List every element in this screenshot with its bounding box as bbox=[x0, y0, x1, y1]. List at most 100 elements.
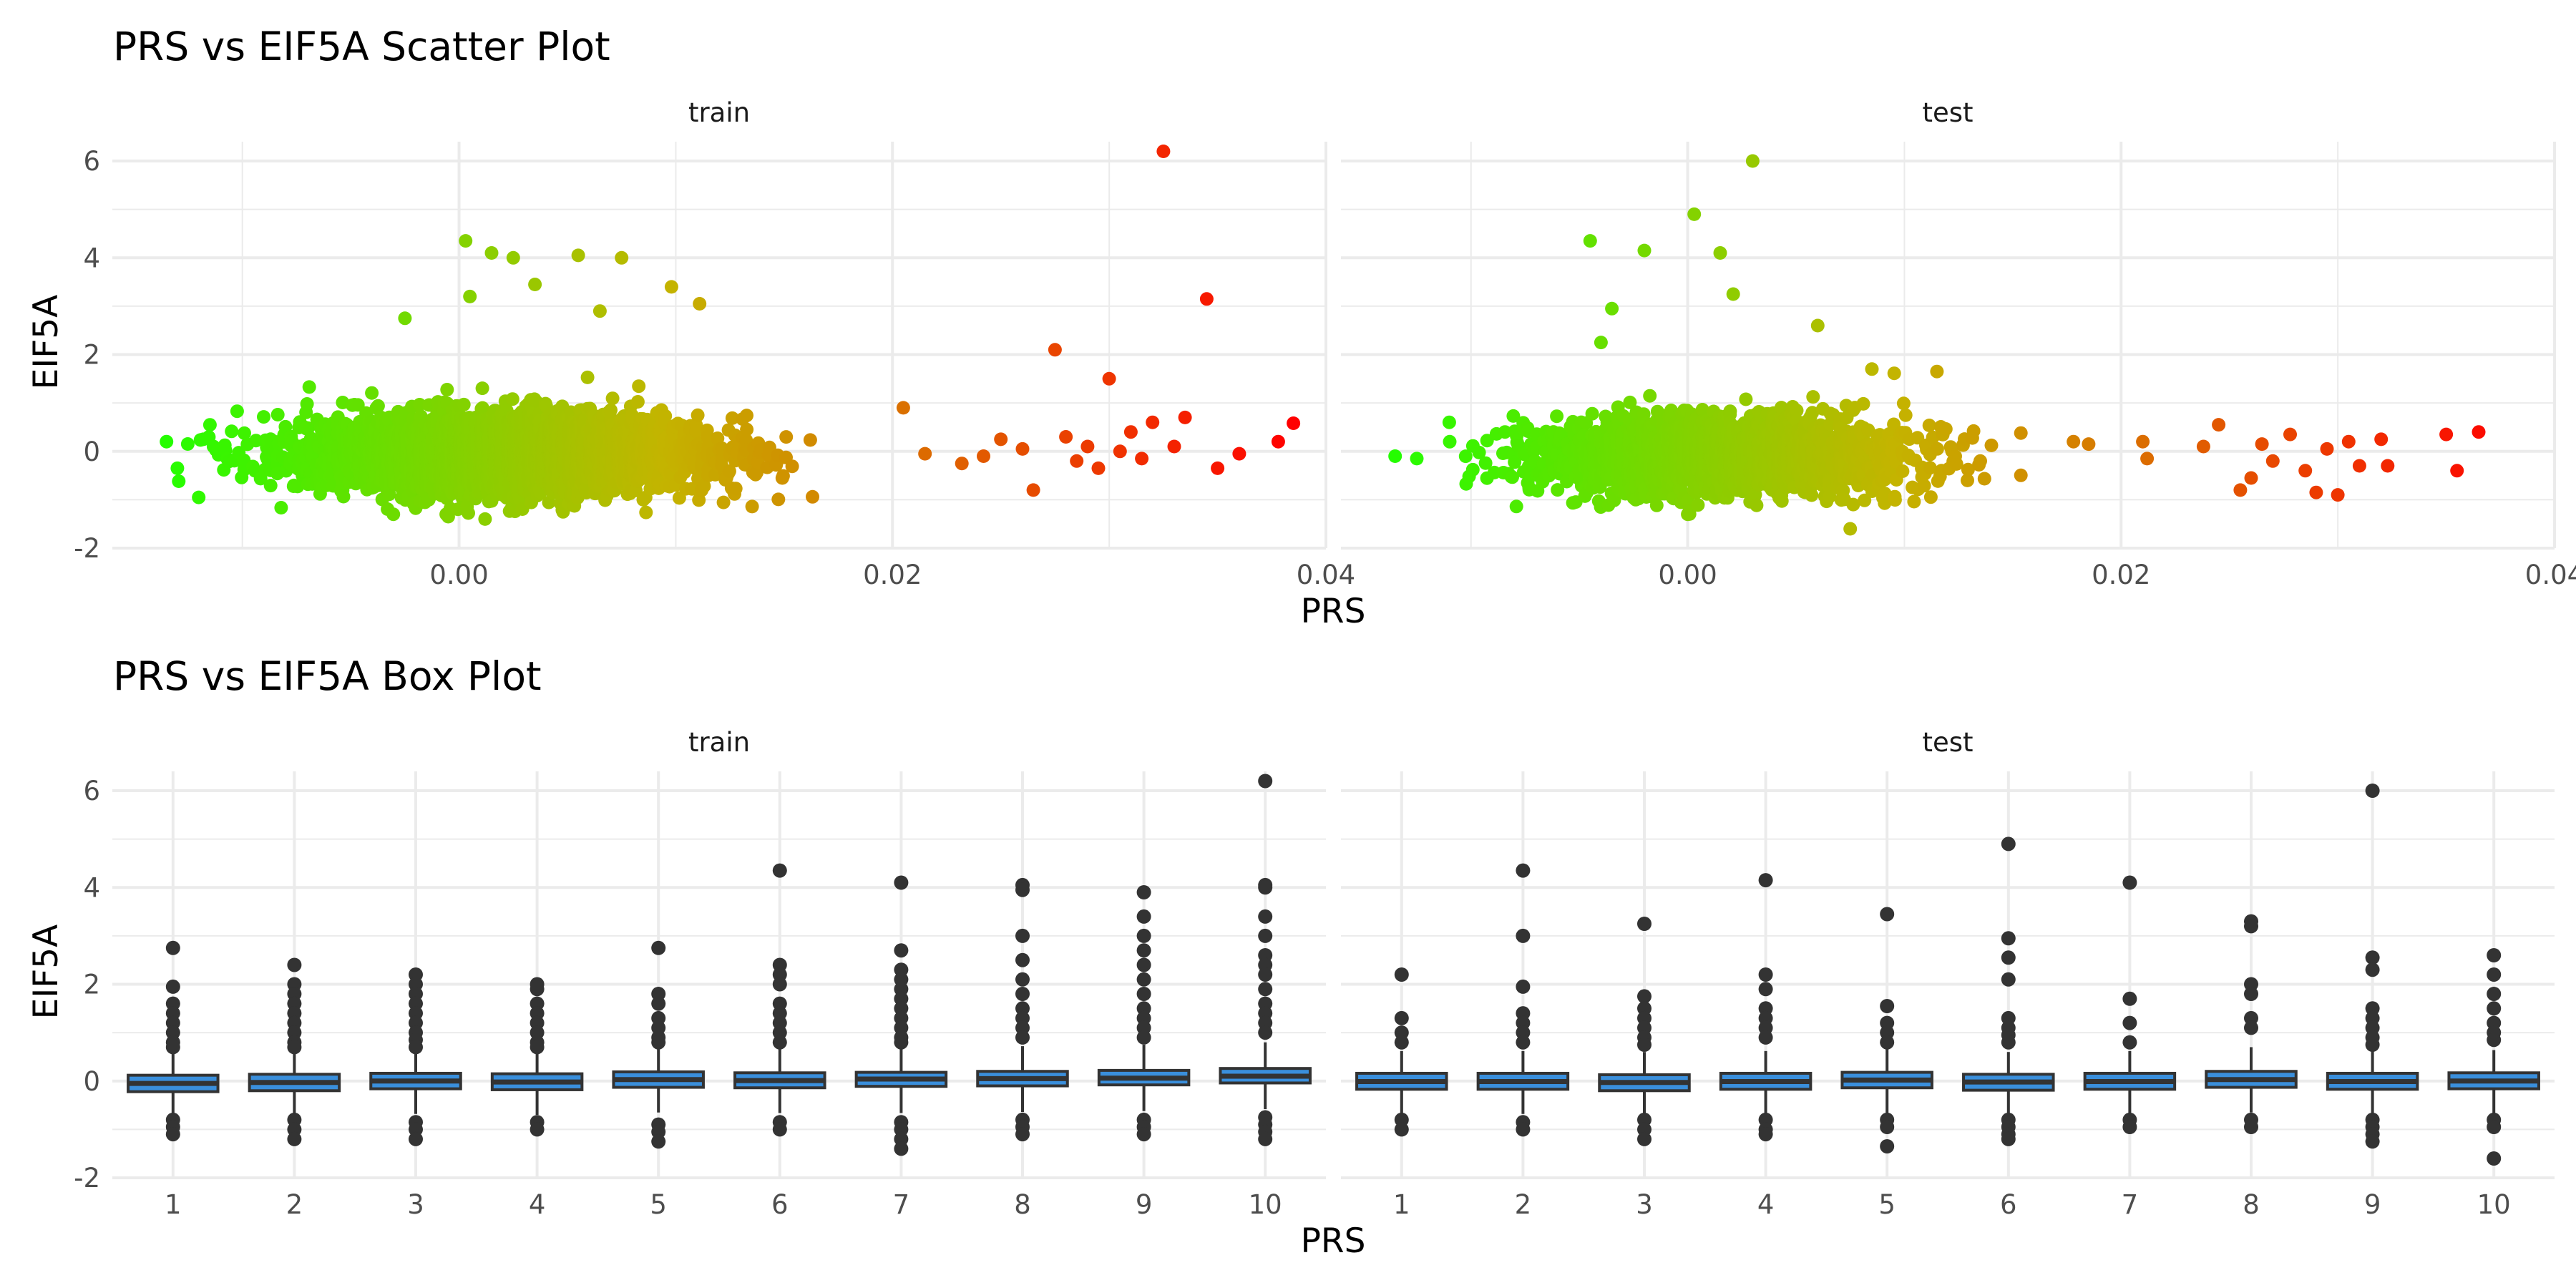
y-tick-label: -2 bbox=[74, 533, 100, 564]
scatter-point bbox=[1287, 416, 1301, 430]
scatter-point bbox=[336, 489, 351, 504]
scatter-strip-test: test bbox=[1922, 97, 1973, 128]
scatter-point bbox=[1550, 409, 1564, 424]
scatter-point bbox=[1583, 234, 1597, 248]
scatter-point bbox=[1015, 441, 1030, 456]
scatter-point bbox=[803, 433, 817, 447]
scatter-point bbox=[1691, 498, 1705, 512]
y-tick-label: 4 bbox=[83, 243, 100, 273]
scatter-point bbox=[740, 409, 753, 423]
scatter-point bbox=[478, 512, 492, 526]
scatter-point bbox=[1649, 498, 1664, 512]
scatter-point bbox=[776, 469, 790, 483]
scatter-point bbox=[1637, 243, 1652, 258]
scatter-point bbox=[1498, 425, 1512, 439]
scatter-point bbox=[740, 422, 754, 436]
scatter-point bbox=[257, 410, 270, 424]
scatter-point bbox=[592, 304, 607, 318]
box-y-axis-title: EIF5A bbox=[26, 924, 66, 1020]
scatter-point bbox=[300, 397, 314, 411]
scatter-point bbox=[1509, 499, 1523, 514]
scatter-point bbox=[1442, 415, 1456, 429]
scatter-point bbox=[1146, 415, 1160, 429]
x-tick-label: 0.04 bbox=[2525, 560, 2576, 590]
scatter-point bbox=[571, 248, 585, 263]
y-tick-label: 0 bbox=[83, 436, 100, 467]
scatter-point bbox=[1506, 409, 1521, 423]
scatter-point bbox=[728, 482, 743, 496]
scatter-point bbox=[1123, 425, 1138, 439]
scatter-point bbox=[1458, 449, 1473, 464]
scatter-point bbox=[580, 370, 595, 384]
scatter-point bbox=[1091, 461, 1106, 475]
scatter-point bbox=[1102, 371, 1116, 386]
scatter-y-axis-title: EIF5A bbox=[26, 295, 66, 390]
scatter-point bbox=[1465, 462, 1480, 477]
scatter-title: PRS vs EIF5A Scatter Plot bbox=[113, 24, 610, 69]
scatter-point bbox=[1594, 336, 1608, 350]
scatter-point bbox=[779, 430, 794, 444]
scatter-point bbox=[365, 386, 379, 400]
scatter-point bbox=[170, 461, 185, 475]
scatter-point bbox=[1443, 434, 1457, 449]
scatter-point bbox=[697, 479, 711, 493]
scatter-point bbox=[1687, 207, 1702, 221]
scatter-point bbox=[1271, 434, 1285, 449]
scatter-point bbox=[278, 419, 293, 434]
scatter-point bbox=[632, 379, 646, 394]
scatter-point bbox=[1506, 470, 1519, 484]
scatter-point bbox=[1048, 343, 1062, 357]
scatter-point bbox=[484, 246, 499, 260]
scatter-point bbox=[918, 447, 932, 461]
scatter-point bbox=[230, 404, 244, 419]
x-tick-label: 0.00 bbox=[429, 560, 488, 590]
scatter-point bbox=[1585, 406, 1599, 421]
scatter-point bbox=[462, 506, 475, 520]
scatter-panel-test: 0.00 0.02 0.04 bbox=[1341, 142, 2576, 590]
scatter-point bbox=[1472, 445, 1486, 459]
scatter-point bbox=[270, 408, 285, 421]
scatter-point bbox=[955, 457, 969, 471]
scatter-point bbox=[771, 492, 786, 507]
scatter-point bbox=[1623, 395, 1637, 409]
scatter-point bbox=[1508, 455, 1522, 469]
scatter-point bbox=[1695, 403, 1709, 416]
scatter-point bbox=[630, 395, 645, 409]
scatter-point bbox=[994, 432, 1008, 447]
scatter-point bbox=[716, 495, 731, 509]
scatter-point bbox=[457, 397, 471, 411]
scatter-point bbox=[725, 411, 739, 425]
scatter-point bbox=[160, 434, 174, 449]
scatter-point bbox=[977, 449, 990, 463]
scatter-point bbox=[693, 297, 707, 311]
scatter-point bbox=[745, 499, 759, 514]
box-strip-train: train bbox=[688, 727, 750, 758]
scatter-point bbox=[192, 490, 206, 504]
x-tick-label: 0.04 bbox=[1297, 560, 1355, 590]
scatter-point bbox=[1480, 434, 1494, 448]
scatter-point bbox=[658, 409, 673, 423]
scatter-point bbox=[398, 311, 412, 326]
scatter-point bbox=[1211, 461, 1225, 475]
scatter-point bbox=[475, 381, 489, 396]
scatter-point bbox=[274, 501, 288, 514]
scatter-point bbox=[1478, 456, 1493, 470]
scatter-point bbox=[1059, 430, 1073, 444]
scatter-point bbox=[1199, 292, 1214, 306]
box-strip-test: test bbox=[1922, 727, 1973, 758]
scatter-point bbox=[1070, 454, 1084, 468]
scatter-point bbox=[506, 250, 520, 265]
scatter-point bbox=[1232, 447, 1246, 461]
scatter-point bbox=[302, 380, 316, 394]
scatter-point bbox=[722, 464, 736, 478]
x-tick-label: 0.02 bbox=[863, 560, 922, 590]
scatter-point bbox=[689, 424, 703, 439]
y-tick-label: 6 bbox=[83, 146, 100, 177]
scatter-point bbox=[1156, 145, 1171, 158]
box-title: PRS vs EIF5A Box Plot bbox=[113, 653, 542, 699]
scatter-point bbox=[806, 489, 819, 504]
scatter-strip-train: train bbox=[688, 97, 750, 128]
scatter-point bbox=[238, 426, 251, 440]
